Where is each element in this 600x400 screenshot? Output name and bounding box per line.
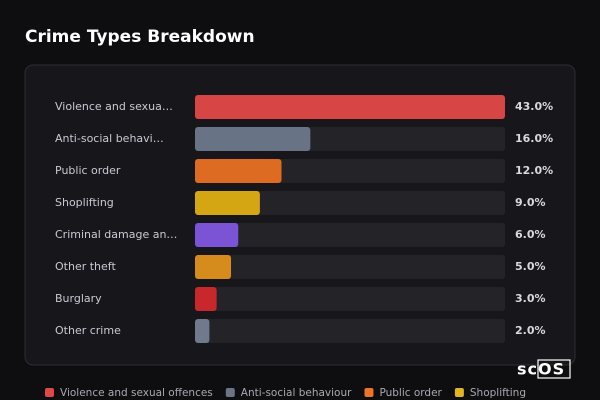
value-label: 3.0%: [515, 292, 546, 305]
bar-track: [195, 319, 505, 343]
bar-track: [195, 255, 505, 279]
legend-label: Shoplifting: [470, 387, 526, 399]
watermark-box: [537, 359, 571, 379]
watermark: scOS: [517, 360, 565, 379]
legend-swatch: [45, 388, 54, 397]
value-label: 12.0%: [515, 164, 553, 177]
bar: [195, 287, 217, 311]
bar: [195, 159, 282, 183]
category-label: Shoplifting: [55, 196, 114, 209]
value-label: 6.0%: [515, 228, 546, 241]
bar: [195, 223, 239, 247]
value-label: 16.0%: [515, 132, 553, 145]
category-label: Other theft: [55, 260, 116, 273]
value-label: 9.0%: [515, 196, 546, 209]
value-label: 43.0%: [515, 100, 553, 113]
category-label: Public order: [55, 164, 121, 177]
bar: [195, 191, 260, 215]
bar: [195, 95, 505, 119]
chart-title: Crime Types Breakdown: [25, 27, 255, 47]
category-label: Burglary: [55, 292, 102, 305]
legend-swatch: [225, 388, 235, 397]
legend-swatch: [364, 388, 374, 397]
legend-swatch: [454, 388, 464, 397]
bar: [195, 127, 311, 151]
value-label: 5.0%: [515, 260, 546, 273]
bar: [195, 255, 232, 279]
bar-track: [195, 223, 505, 247]
legend-label: Anti-social behaviour: [241, 387, 352, 399]
legend-label: Public order: [379, 387, 442, 399]
category-label: Violence and sexua…: [55, 100, 173, 113]
value-label: 2.0%: [515, 324, 546, 337]
bar: [195, 319, 210, 343]
category-label: Other crime: [55, 324, 121, 337]
bar-track: [195, 287, 505, 311]
category-label: Anti-social behavi…: [55, 132, 164, 145]
category-label: Criminal damage an…: [55, 228, 177, 241]
bar-track: [195, 191, 505, 215]
legend-label: Violence and sexual offences: [60, 387, 213, 399]
